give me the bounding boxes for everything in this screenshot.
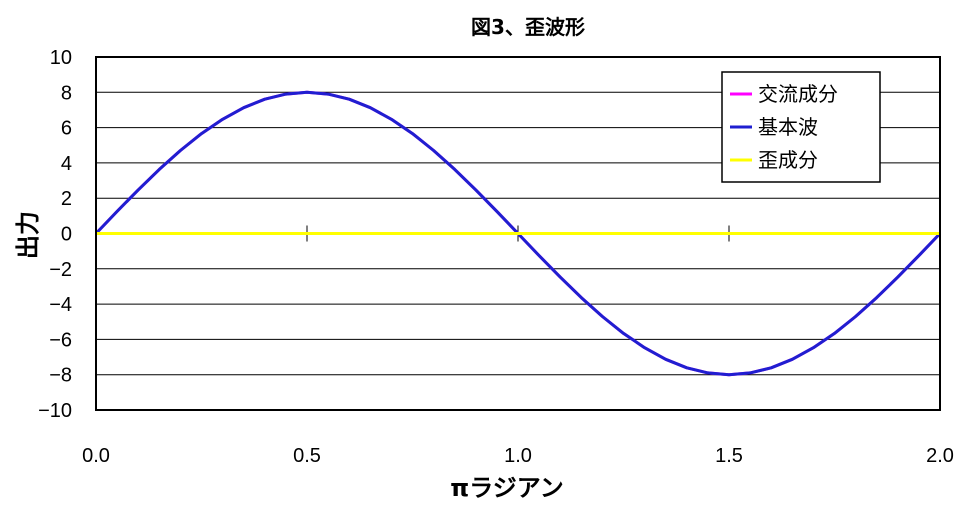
y-tick-label: −6 xyxy=(49,329,72,351)
y-tick-label: 6 xyxy=(61,118,72,140)
x-tick-label: 0.0 xyxy=(82,445,110,467)
x-tick-label: 2.0 xyxy=(926,445,954,467)
x-tick-label: 1.0 xyxy=(504,445,532,467)
y-tick-label: 0 xyxy=(61,224,72,246)
y-tick-label: −2 xyxy=(49,259,72,281)
y-tick-label: −10 xyxy=(38,400,72,422)
x-tick-label: 0.5 xyxy=(293,445,321,467)
legend-label: 基本波 xyxy=(758,115,818,139)
legend-label: 交流成分 xyxy=(758,82,838,106)
y-tick-label: −8 xyxy=(49,365,72,387)
plot-frame xyxy=(95,56,941,411)
x-tick-label: 1.5 xyxy=(715,445,743,467)
y-tick-labels: −10 −8 −6 −4 −2 0 2 4 6 8 10 xyxy=(38,47,72,422)
legend-label: 歪成分 xyxy=(758,148,818,172)
y-tick-label: −4 xyxy=(49,294,72,316)
x-axis-label: πラジアン xyxy=(450,474,564,502)
y-tick-label: 2 xyxy=(61,188,72,210)
y-tick-label: 8 xyxy=(61,82,72,104)
y-tick-label: 4 xyxy=(61,153,72,175)
y-tick-label: 10 xyxy=(50,47,72,69)
y-axis-label: 出力 xyxy=(14,211,42,259)
chart-title: 図3、歪波形 xyxy=(471,15,585,39)
x-tick-labels: 0.0 0.5 1.0 1.5 2.0 xyxy=(82,445,954,467)
series-lines xyxy=(94,90,942,377)
